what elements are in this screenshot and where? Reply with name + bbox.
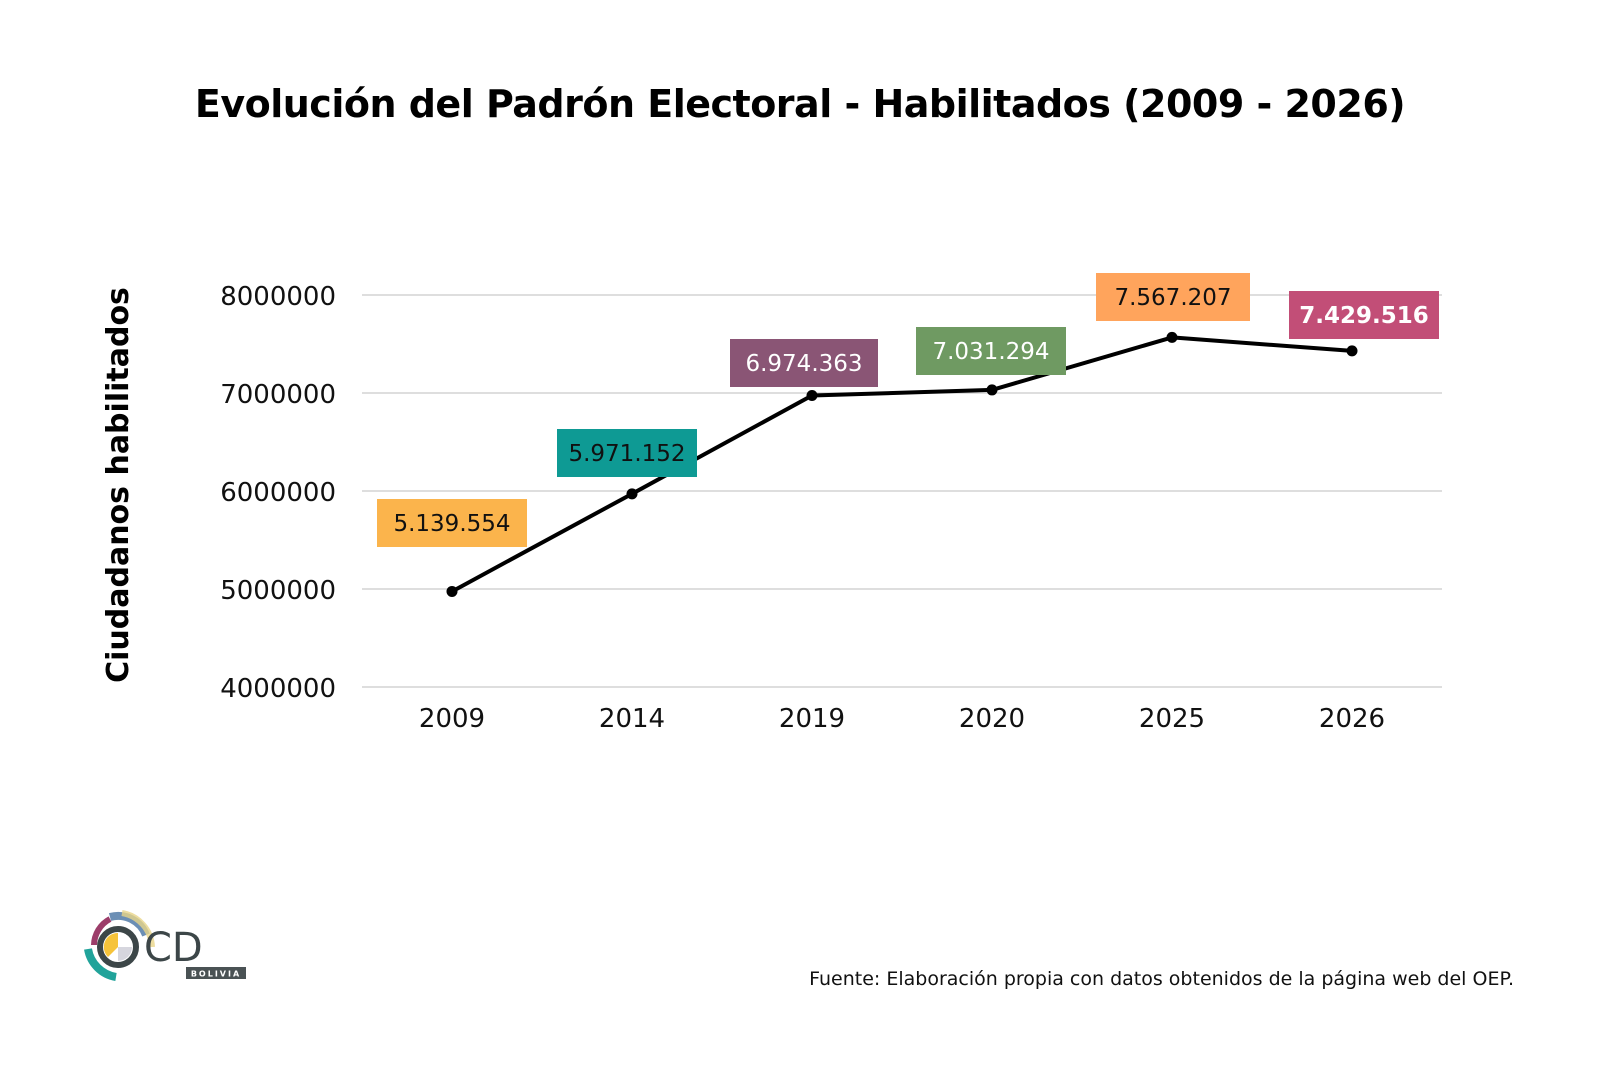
x-tick-label: 2014 xyxy=(599,704,665,734)
data-point-2014 xyxy=(626,488,638,500)
data-label-box xyxy=(1096,273,1250,321)
data-point-2019 xyxy=(806,390,818,402)
data-label-text: 6.974.363 xyxy=(745,351,862,377)
ocd-bolivia-logo: CD BOLIVIA xyxy=(82,905,252,985)
data-label-box xyxy=(730,339,878,387)
x-tick-label: 2025 xyxy=(1139,704,1205,734)
data-label-2019: 6.974.363 xyxy=(730,339,878,387)
source-note: Fuente: Elaboración propia con datos obt… xyxy=(809,968,1514,990)
y-tick-label: 5000000 xyxy=(220,576,336,606)
series-line xyxy=(451,335,1353,594)
data-label-text: 7.567.207 xyxy=(1114,285,1231,311)
y-tick-label: 7000000 xyxy=(220,380,336,410)
x-tick-label: 2009 xyxy=(419,704,485,734)
y-tick-label: 4000000 xyxy=(220,674,336,704)
data-label-2009: 5.139.554 xyxy=(377,499,527,547)
logo-text: CD xyxy=(144,925,203,971)
gridlines xyxy=(362,294,1442,688)
data-point-2026 xyxy=(1346,345,1358,357)
data-point-2020 xyxy=(986,384,998,396)
data-point-2009 xyxy=(446,585,458,597)
x-tick-label: 2026 xyxy=(1319,704,1385,734)
data-label-box xyxy=(1289,291,1439,339)
data-label-2014: 5.971.152 xyxy=(557,429,697,477)
data-label-text: 7.031.294 xyxy=(932,339,1049,365)
x-tick-label: 2019 xyxy=(779,704,845,734)
data-label-box xyxy=(557,429,697,477)
data-label-2026: 7.429.516 xyxy=(1289,291,1439,339)
x-tick-labels: 2009 2014 2019 2020 2025 2026 xyxy=(419,704,1385,734)
data-labels: 5.139.554 5.971.152 6.974.363 7.031.294 7.56… xyxy=(377,273,1439,547)
y-tick-label: 6000000 xyxy=(220,478,336,508)
data-label-2020: 7.031.294 xyxy=(916,327,1066,375)
data-label-text: 5.139.554 xyxy=(393,511,510,537)
data-label-box xyxy=(916,327,1066,375)
y-axis-label: Ciudadanos habilitados xyxy=(101,287,136,683)
logo-subtext: BOLIVIA xyxy=(191,970,241,979)
data-label-text: 5.971.152 xyxy=(568,441,685,467)
data-point-2025 xyxy=(1166,331,1178,343)
data-label-box xyxy=(377,499,527,547)
data-label-2025: 7.567.207 xyxy=(1096,273,1250,321)
data-label-text: 7.429.516 xyxy=(1299,303,1429,329)
x-tick-label: 2020 xyxy=(959,704,1025,734)
chart-title: Evolución del Padrón Electoral - Habilit… xyxy=(194,82,1406,126)
data-points xyxy=(446,331,1358,597)
y-tick-label: 8000000 xyxy=(220,282,336,312)
logo-icon xyxy=(84,910,155,981)
y-tick-labels: 4000000 5000000 6000000 7000000 8000000 xyxy=(220,282,336,704)
